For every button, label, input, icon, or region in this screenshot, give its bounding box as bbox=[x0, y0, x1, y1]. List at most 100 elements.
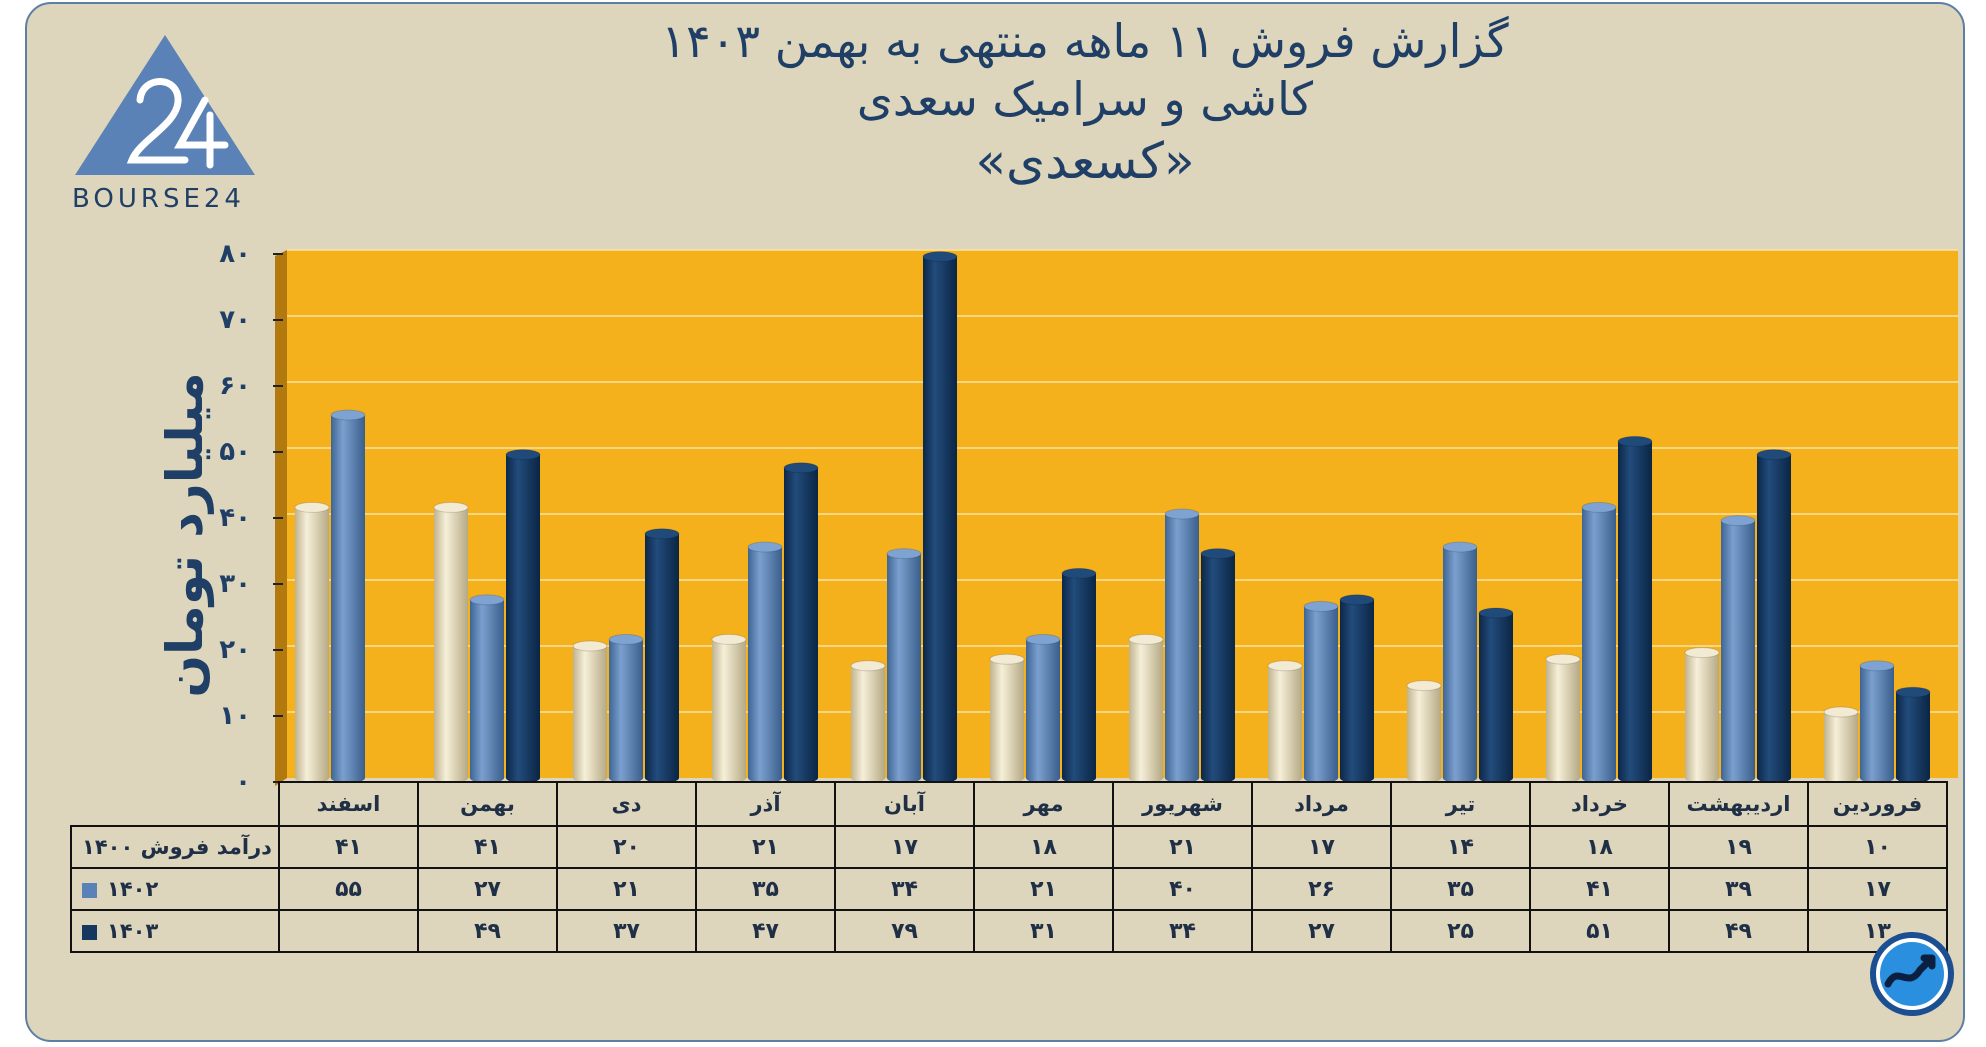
bar-base bbox=[1896, 773, 1930, 783]
bar-top bbox=[747, 541, 783, 553]
bar-top bbox=[1442, 541, 1478, 553]
data-table: اسفند بهمن دی آذر آبان مهر شهریور مرداد تیر خرداد… bbox=[70, 781, 1948, 953]
bar-top bbox=[850, 660, 886, 672]
bar-body bbox=[1582, 507, 1616, 778]
bar-body bbox=[712, 639, 746, 778]
bar-top bbox=[1061, 567, 1097, 579]
bar-1403-10 bbox=[505, 449, 541, 783]
legend-text: ۱۴۰۳ bbox=[107, 919, 159, 943]
value-cell: ۱۷ bbox=[1251, 825, 1392, 869]
bar-1403-6 bbox=[1061, 567, 1097, 783]
y-tick-label: ۶۰ bbox=[219, 371, 251, 401]
bar-base bbox=[470, 773, 504, 783]
value-cell: ۱۰ bbox=[1807, 825, 1948, 869]
bar-1403-1 bbox=[1756, 449, 1792, 783]
bar-top bbox=[783, 462, 819, 474]
bar-base bbox=[1407, 773, 1441, 783]
bar-body bbox=[573, 646, 607, 778]
bar-top bbox=[1859, 660, 1895, 672]
month-label: دی bbox=[556, 781, 697, 827]
bar-top bbox=[1756, 449, 1792, 461]
bar-body bbox=[1340, 599, 1374, 778]
y-tick-label: ۵۰ bbox=[219, 437, 251, 467]
bar-base bbox=[887, 773, 921, 783]
month-label: مهر bbox=[973, 781, 1114, 827]
bar-body bbox=[1860, 665, 1894, 778]
bar-1400-1 bbox=[1684, 647, 1720, 783]
bar-body bbox=[1824, 712, 1858, 778]
bar-base bbox=[923, 773, 957, 783]
trend-badge-icon bbox=[1868, 930, 1956, 1018]
bar-base bbox=[645, 773, 679, 783]
value-cell: ۲۷ bbox=[1251, 909, 1392, 953]
bourse24-logo bbox=[70, 30, 270, 220]
bar-base bbox=[712, 773, 746, 783]
bar-base bbox=[1268, 773, 1302, 783]
value-cell: ۳۴ bbox=[834, 867, 975, 911]
bar-body bbox=[434, 507, 468, 778]
value-cell: ۵۵ bbox=[278, 867, 419, 911]
bar-body bbox=[1618, 441, 1652, 778]
legend-text: درآمد فروش ۱۴۰۰ bbox=[82, 835, 272, 859]
bar-top bbox=[1895, 686, 1931, 698]
value-cell: ۴۱ bbox=[278, 825, 419, 869]
bar-body bbox=[1165, 514, 1199, 778]
value-cell: ۳۴ bbox=[1112, 909, 1253, 953]
bar-body bbox=[887, 553, 921, 778]
y-tick-label: ۳۰ bbox=[219, 569, 251, 599]
value-cell: ۴۰ bbox=[1112, 867, 1253, 911]
month-header-row: اسفند بهمن دی آذر آبان مهر شهریور مرداد تیر خرداد… bbox=[71, 781, 1948, 827]
bar-top bbox=[1164, 508, 1200, 520]
bar-top bbox=[644, 528, 680, 540]
bar-1403-9 bbox=[644, 528, 680, 783]
value-cell: ۲۶ bbox=[1251, 867, 1392, 911]
bar-top bbox=[1545, 653, 1581, 665]
bar-top bbox=[711, 633, 747, 645]
bar-1400-11 bbox=[294, 501, 330, 783]
bar-body bbox=[1685, 652, 1719, 778]
value-cell: ۱۸ bbox=[973, 825, 1114, 869]
bar-top bbox=[1406, 680, 1442, 692]
bar-body bbox=[990, 659, 1024, 778]
bar-top bbox=[294, 501, 330, 513]
bar-top bbox=[1581, 501, 1617, 513]
bar-1402-10 bbox=[469, 594, 505, 783]
month-label: آبان bbox=[834, 781, 975, 827]
bar-base bbox=[1340, 773, 1374, 783]
value-cell: ۴۷ bbox=[695, 909, 836, 953]
value-cell: ۳۵ bbox=[1390, 867, 1531, 911]
y-tick-label: ۷۰ bbox=[219, 305, 251, 335]
value-cell: ۴۹ bbox=[417, 909, 558, 953]
bar-body bbox=[331, 415, 365, 778]
bar-1403-7 bbox=[922, 251, 958, 783]
bar-1400-5 bbox=[1128, 633, 1164, 783]
value-cell: ۱۷ bbox=[834, 825, 975, 869]
bar-body bbox=[1546, 659, 1580, 778]
bar-base bbox=[784, 773, 818, 783]
bar-top bbox=[505, 449, 541, 461]
series-row-1403: ۱۴۰۳ ۴۹ ۳۷ ۴۷ ۷۹ ۳۱ ۳۴ ۲۷ ۲۵ ۵۱ ۴۹ ۱۳ bbox=[70, 909, 1948, 953]
bar-1400-7 bbox=[850, 660, 886, 783]
bar-1403-4 bbox=[1339, 594, 1375, 783]
value-cell: ۴۹ bbox=[1668, 909, 1809, 953]
bar-top bbox=[1303, 600, 1339, 612]
bar-top bbox=[1267, 660, 1303, 672]
bar-base bbox=[331, 773, 365, 783]
bar-body bbox=[1896, 692, 1930, 778]
bar-1403-3 bbox=[1478, 607, 1514, 783]
y-tick-label: ۱۰ bbox=[219, 701, 251, 731]
bar-base bbox=[748, 773, 782, 783]
bar-top bbox=[572, 640, 608, 652]
bar-top bbox=[1200, 548, 1236, 560]
bar-1403-5 bbox=[1200, 548, 1236, 783]
bar-top bbox=[1478, 607, 1514, 619]
bar-base bbox=[990, 773, 1024, 783]
y-tick-label: ۲۰ bbox=[219, 635, 251, 665]
bar-base bbox=[1201, 773, 1235, 783]
bar-1400-4 bbox=[1267, 660, 1303, 783]
bar-base bbox=[295, 773, 329, 783]
legend-swatch bbox=[82, 924, 97, 940]
bar-body bbox=[1062, 573, 1096, 778]
value-cell: ۱۴ bbox=[1390, 825, 1531, 869]
